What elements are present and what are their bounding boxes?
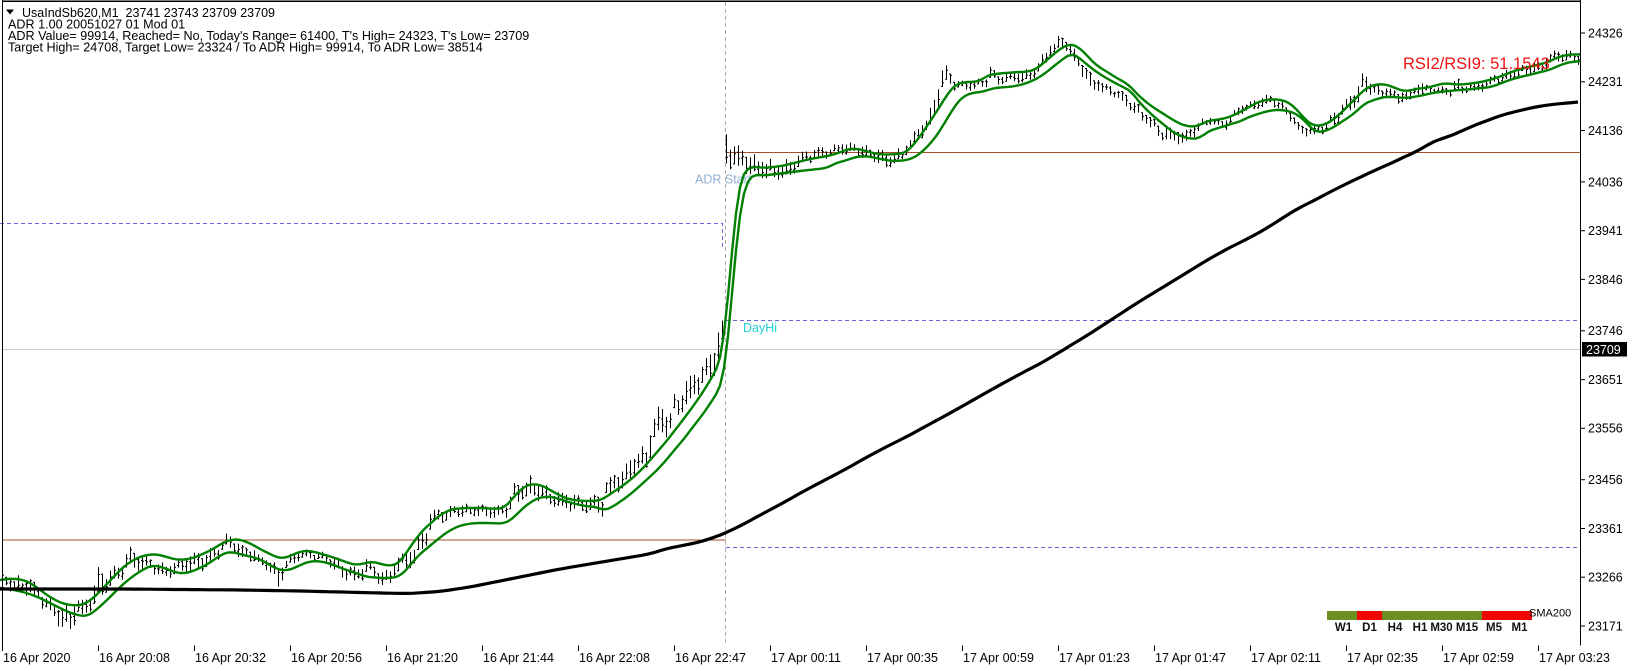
svg-text:M15: M15: [1456, 622, 1479, 634]
svg-text:ADR Start: ADR Start: [695, 173, 752, 187]
svg-text:17 Apr 02:59: 17 Apr 02:59: [1443, 651, 1514, 665]
svg-text:ADR Value= 99914, Reached= No,: ADR Value= 99914, Reached= No, Today's R…: [8, 29, 529, 43]
svg-text:SMA200: SMA200: [1529, 608, 1571, 620]
svg-text:17 Apr 00:35: 17 Apr 00:35: [867, 651, 938, 665]
svg-text:17 Apr 00:11: 17 Apr 00:11: [771, 651, 841, 665]
svg-text:DayHi: DayHi: [743, 321, 777, 335]
svg-text:16 Apr 22:08: 16 Apr 22:08: [579, 651, 650, 665]
svg-text:23266: 23266: [1588, 571, 1623, 585]
svg-text:H1: H1: [1413, 622, 1428, 634]
svg-text:UsaIndSb620,M1 23741 23743 23: UsaIndSb620,M1 23741 23743 23709 23709: [22, 6, 275, 20]
svg-text:24036: 24036: [1588, 175, 1623, 189]
svg-text:16 Apr 21:44: 16 Apr 21:44: [483, 651, 554, 665]
svg-text:24231: 24231: [1588, 75, 1623, 89]
svg-text:23456: 23456: [1588, 473, 1623, 487]
svg-text:16 Apr 22:47: 16 Apr 22:47: [675, 651, 746, 665]
svg-text:H4: H4: [1388, 622, 1403, 634]
svg-text:16 Apr 20:08: 16 Apr 20:08: [99, 651, 170, 665]
svg-text:16 Apr 21:20: 16 Apr 21:20: [387, 651, 458, 665]
svg-text:17 Apr 01:23: 17 Apr 01:23: [1059, 651, 1130, 665]
svg-text:16 Apr 20:32: 16 Apr 20:32: [195, 651, 266, 665]
svg-text:17 Apr 01:47: 17 Apr 01:47: [1155, 651, 1226, 665]
svg-text:ADR 1.00 20051027 01 Mod 01: ADR 1.00 20051027 01 Mod 01: [8, 18, 185, 32]
svg-text:17 Apr 03:23: 17 Apr 03:23: [1539, 651, 1610, 665]
svg-text:Target High= 24708, Target Low: Target High= 24708, Target Low= 23324 / …: [8, 41, 483, 55]
svg-text:17 Apr 02:35: 17 Apr 02:35: [1347, 651, 1418, 665]
svg-text:24326: 24326: [1588, 26, 1623, 40]
svg-text:16 Apr 2020: 16 Apr 2020: [3, 651, 70, 665]
svg-text:RSI2/RSI9: 51.1543: RSI2/RSI9: 51.1543: [1403, 55, 1550, 73]
svg-text:M30: M30: [1430, 622, 1452, 634]
svg-text:17 Apr 02:11: 17 Apr 02:11: [1251, 651, 1321, 665]
svg-text:24136: 24136: [1588, 124, 1623, 138]
svg-text:16 Apr 20:56: 16 Apr 20:56: [291, 651, 362, 665]
svg-text:23556: 23556: [1588, 422, 1623, 436]
svg-text:17 Apr 00:59: 17 Apr 00:59: [963, 651, 1034, 665]
svg-text:23651: 23651: [1588, 373, 1623, 387]
svg-text:23746: 23746: [1588, 324, 1623, 338]
svg-text:M1: M1: [1512, 622, 1529, 634]
svg-text:23361: 23361: [1588, 522, 1623, 536]
svg-text:D1: D1: [1362, 622, 1377, 634]
svg-text:23846: 23846: [1588, 273, 1623, 287]
svg-text:23941: 23941: [1588, 224, 1623, 238]
svg-text:23171: 23171: [1588, 619, 1623, 633]
svg-text:M5: M5: [1486, 622, 1503, 634]
svg-text:W1: W1: [1335, 622, 1353, 634]
svg-text:23709: 23709: [1586, 343, 1621, 357]
